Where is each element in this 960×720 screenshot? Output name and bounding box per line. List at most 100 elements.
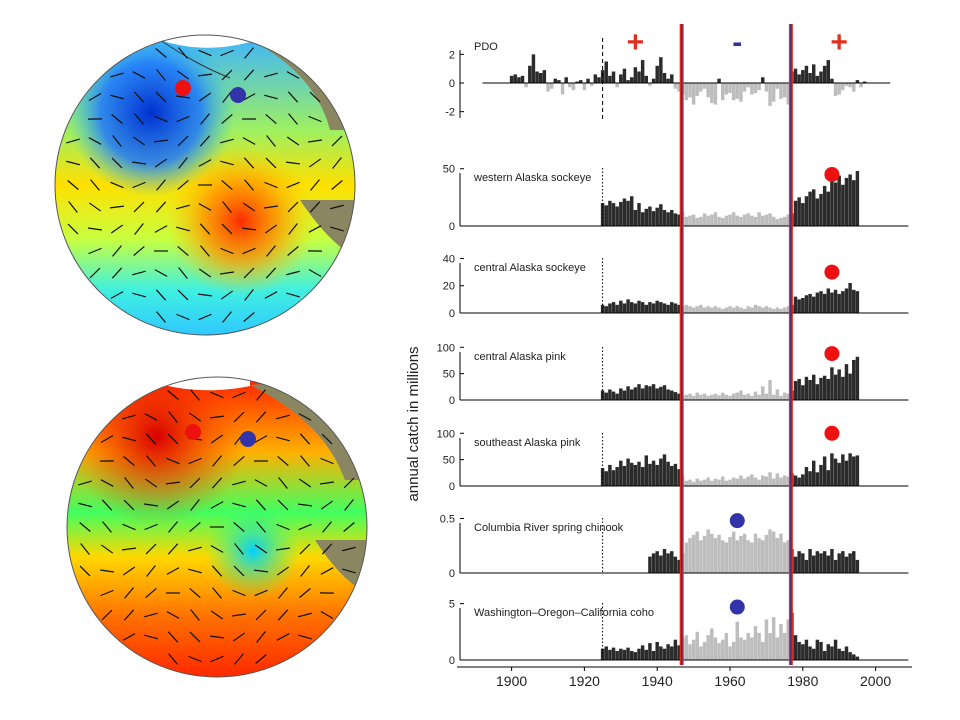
bar-mark [673,556,678,573]
bar-mark [852,180,856,226]
wind-arrow-mark [131,161,147,165]
bar-mark [604,205,608,226]
wind-arrow-mark [299,433,311,445]
bar-mark [611,470,616,486]
bar-mark [644,304,649,313]
bar-mark [819,71,823,83]
wind-arrow-mark [298,413,312,421]
bar-mark [549,83,554,89]
bar-mark [804,467,809,486]
bar-mark [728,479,732,486]
bar-mark [670,302,674,313]
wind-arrow-mark [276,414,290,420]
bar-mark [750,307,754,313]
bar-mark [713,212,718,226]
bar-mark [677,393,681,400]
bar-mark [811,296,816,313]
bar-mark [637,203,641,226]
wind-arrow-mark [211,477,223,489]
bar-mark [626,386,630,400]
wind-arrow-mark [288,223,298,235]
wind-arrow-mark [243,267,255,279]
bar-mark [710,83,714,104]
wind-arrow-mark [265,114,277,124]
bar-mark [677,469,681,486]
wind-arrow-mark [68,201,78,213]
bar-mark [841,551,845,573]
series-dot-marker [824,346,840,362]
bar-mark [819,291,823,313]
wind-arrow-mark [132,71,146,79]
bar-mark [757,212,761,226]
wind-arrow-mark [210,434,224,444]
wind-arrow-mark [133,91,145,103]
wind-arrow-mark [244,289,254,301]
bar-mark [746,306,750,313]
bar-mark [706,395,710,400]
bar-mark [761,641,765,660]
bar-mark [750,542,754,573]
bar-mark [517,77,521,83]
bar-mark [644,75,649,83]
bar-mark [826,378,831,400]
globe-warm-phase-map [54,34,356,336]
wind-arrow-mark [298,523,312,531]
bar-mark [782,392,787,400]
bar-mark [775,307,780,313]
wind-arrow-mark [146,565,156,577]
bar-mark [797,551,801,573]
wind-arrow-mark [66,160,80,166]
wind-arrow-mark [154,115,168,123]
bar-mark [659,302,663,313]
wind-arrow-mark [278,477,288,489]
bar-mark [684,394,689,400]
wind-arrow-mark [234,543,244,555]
bar-mark [688,479,692,486]
wind-arrow-mark [233,522,245,532]
wind-arrow-mark [88,247,102,255]
bar-mark [691,83,696,105]
bar-mark [633,387,638,400]
bar-mark [662,454,667,486]
bar-mark [761,386,765,400]
wind-arrow-mark [188,568,202,574]
bar-mark [640,645,645,660]
bar-mark [677,645,681,660]
wind-arrow-mark [154,158,168,168]
bar-mark [830,367,834,400]
wind-arrow-mark [198,92,212,102]
wind-arrow-mark [320,567,334,575]
wind-arrow-mark [253,569,269,573]
wind-arrow-mark [66,138,80,144]
wind-arrow-mark [153,139,169,143]
bar-mark [684,542,689,573]
bar-mark [662,549,667,573]
wind-arrow-mark [331,180,343,190]
bar-mark [629,302,634,313]
bar-mark [670,390,674,400]
wind-arrow-mark [110,72,124,78]
bar-mark [735,215,740,226]
wind-arrow-mark [286,292,300,298]
bar-mark [695,83,699,96]
bar-mark [629,462,634,486]
series-dot-marker [824,264,840,280]
bar-mark [844,83,849,86]
bar-mark [640,60,645,83]
wind-arrow-mark [166,611,180,619]
wind-arrow-mark [278,587,288,599]
wind-arrow-mark [308,225,322,233]
bar-mark [731,83,736,101]
bar-mark [662,303,667,313]
x-tick-label: 1900 [496,673,527,689]
bar-mark [801,644,805,660]
series-dot-marker [729,513,745,529]
bar-mark [855,291,860,313]
bar-mark [746,213,750,226]
wind-arrow-mark [154,225,168,233]
wind-arrow-mark [121,547,137,551]
bar-mark [531,54,536,83]
bar-mark [735,478,740,486]
bar-mark [673,392,678,400]
bar-mark [648,386,652,400]
